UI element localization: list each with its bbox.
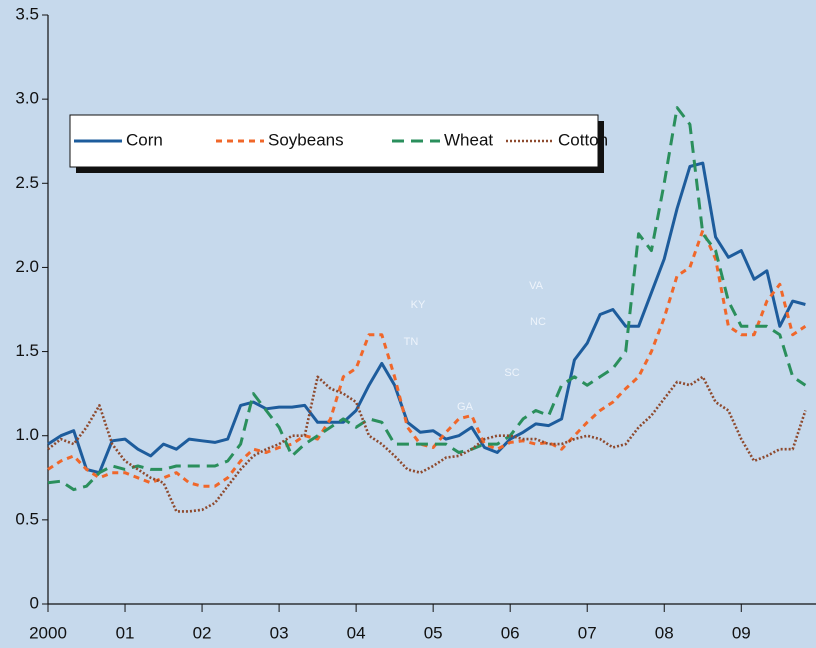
- annotation: GA: [457, 401, 474, 413]
- series-line: [47, 161, 806, 475]
- y-tick-label: 0: [30, 593, 39, 612]
- legend-label: Soybeans: [268, 130, 344, 149]
- y-tick-label: 3.0: [15, 89, 39, 108]
- series-line: [47, 375, 807, 513]
- x-tick-label: 06: [501, 623, 520, 642]
- annotation: SC: [504, 367, 519, 379]
- annotation: VA: [529, 280, 544, 292]
- annotation: KY: [411, 299, 426, 311]
- y-tick-label: 1.5: [15, 341, 39, 360]
- series-line: [47, 228, 807, 488]
- y-tick-label: 0.5: [15, 509, 39, 528]
- y-tick-label: 2.5: [15, 173, 39, 192]
- legend-label: Wheat: [444, 130, 493, 149]
- series-line: [47, 106, 807, 492]
- x-tick-label: 2000: [29, 623, 67, 642]
- x-tick-label: 03: [270, 623, 289, 642]
- y-tick-label: 3.5: [15, 4, 39, 23]
- x-tick-label: 08: [655, 623, 674, 642]
- x-tick-label: 09: [732, 623, 751, 642]
- x-tick-label: 01: [116, 623, 135, 642]
- legend-label: Cotton: [558, 130, 608, 149]
- y-tick-label: 1.0: [15, 425, 39, 444]
- x-tick-label: 07: [578, 623, 597, 642]
- annotation: TN: [404, 336, 419, 348]
- y-tick-label: 2.0: [15, 257, 39, 276]
- legend-label: Corn: [126, 130, 163, 149]
- x-tick-label: 05: [424, 623, 443, 642]
- x-tick-label: 02: [193, 623, 212, 642]
- x-tick-label: 04: [347, 623, 366, 642]
- annotation: NC: [530, 316, 546, 328]
